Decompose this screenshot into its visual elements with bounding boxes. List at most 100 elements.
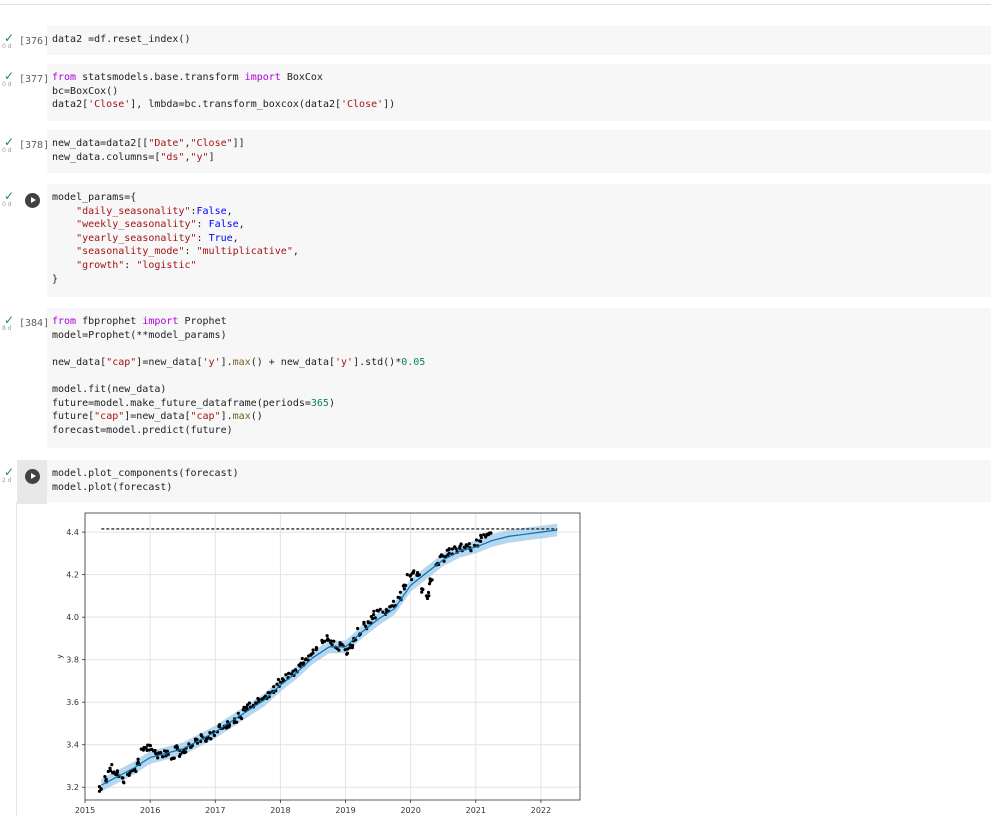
code-line: future=model.make_future_dataframe(perio…: [52, 397, 425, 411]
code-line: model.plot(forecast): [52, 481, 239, 495]
code-token: [52, 233, 76, 244]
code-editor[interactable]: [47, 64, 991, 121]
code-token: False: [208, 219, 239, 231]
code-token: model.fit(new_data): [52, 383, 167, 395]
check-icon: ✓: [4, 31, 15, 45]
code-token: ]=new_data[: [124, 411, 191, 423]
observed-point: [256, 696, 260, 701]
observed-point: [391, 599, 396, 603]
observed-point: [175, 744, 179, 748]
code-token: model=Prophet(**model_params): [52, 329, 227, 341]
code-cell[interactable]: [378] ✓ 0 d new_data=data2[["Date","Close"]…: [0, 130, 991, 173]
observed-point: [426, 590, 431, 595]
observed-point: [442, 559, 446, 563]
code-text[interactable]: data2 =df.reset_index(): [52, 33, 190, 47]
observed-point: [404, 583, 408, 588]
observed-point: [372, 613, 376, 617]
code-cell[interactable]: ✓ 0 d model_params={ "daily_seasonality":F…: [0, 184, 991, 297]
observed-point: [284, 673, 288, 677]
observed-point: [141, 748, 145, 752]
execution-count: [377]: [19, 74, 50, 85]
observed-point: [427, 582, 432, 586]
observed-point: [304, 657, 308, 661]
code-token: ,: [226, 205, 233, 217]
observed-point: [122, 781, 126, 785]
code-line: model.plot_components(forecast): [52, 467, 239, 481]
observed-point: [417, 573, 421, 577]
observed-point: [218, 723, 222, 727]
code-token: }: [52, 273, 59, 285]
observed-point: [402, 587, 406, 591]
code-token: new_data=data2[[: [52, 138, 149, 149]
code-token: BoxCox: [280, 72, 323, 83]
code-token: 0.05: [401, 356, 426, 368]
observed-point: [148, 743, 152, 747]
code-editor[interactable]: [47, 130, 991, 173]
code-token: "seasonality_mode": [76, 246, 185, 258]
y-tick-label: 3.4: [66, 741, 79, 750]
observed-point: [348, 646, 352, 650]
observed-point: [226, 720, 230, 724]
code-cell[interactable]: [384] ✓ 8 d from fbprophet import Prophet mo…: [0, 308, 991, 448]
code-line: "growth": "logistic": [52, 259, 299, 273]
observed-point: [467, 542, 471, 546]
code-token: ].std()*: [353, 356, 402, 368]
observed-point: [236, 711, 240, 715]
observed-point: [472, 543, 477, 547]
code-token: ].: [220, 411, 233, 423]
code-text[interactable]: from fbprophet import Prophet model=Proph…: [52, 315, 425, 437]
cell-gutter: [376] ✓ 0 d: [0, 26, 50, 55]
observed-point: [108, 766, 112, 770]
code-line: bc=BoxCox(): [52, 85, 395, 99]
code-token: model_params={: [52, 192, 137, 203]
y-tick-label: 4.2: [66, 571, 79, 580]
run-cell-button[interactable]: [25, 193, 40, 208]
observed-point: [424, 594, 429, 598]
observed-point: [195, 741, 200, 745]
execution-count: [376]: [19, 36, 50, 47]
y-tick-label: 4.4: [66, 528, 79, 537]
code-text[interactable]: model_params={ "daily_seasonality":False…: [52, 191, 299, 286]
observed-point: [398, 590, 402, 594]
observed-point: [330, 643, 334, 647]
code-line: model=Prophet(**model_params): [52, 329, 425, 343]
y-tick-label: 4.0: [66, 613, 79, 622]
code-token: [52, 206, 76, 217]
code-text[interactable]: new_data=data2[["Date","Close"]] new_data…: [52, 137, 245, 164]
code-cell[interactable]: [376] ✓ 0 d data2 =df.reset_index(): [0, 26, 991, 55]
code-editor[interactable]: [47, 184, 991, 297]
code-token: max: [232, 411, 251, 423]
code-cell[interactable]: ✓ 2 d model.plot_components(forecast) model…: [0, 460, 991, 504]
x-tick-label: 2022: [531, 806, 551, 815]
y-axis-label: y: [58, 654, 64, 659]
code-token: ,: [238, 219, 245, 231]
code-token: ,: [232, 232, 239, 244]
x-tick-label: 2015: [75, 806, 95, 815]
code-token: 365: [310, 397, 329, 409]
code-text[interactable]: model.plot_components(forecast) model.plo…: [52, 467, 239, 494]
check-icon: ✓: [4, 69, 15, 83]
code-token: "Close": [190, 138, 233, 149]
code-editor[interactable]: [47, 308, 991, 448]
code-line: "daily_seasonality":False,: [52, 205, 299, 219]
code-token: data2 =df.reset_index(): [52, 34, 191, 45]
code-text[interactable]: from statsmodels.base.transform import B…: [52, 71, 395, 112]
observed-point: [275, 682, 279, 686]
code-token: 'y': [335, 356, 354, 368]
run-cell-button[interactable]: [25, 469, 40, 484]
observed-point: [106, 769, 110, 774]
code-token: max: [232, 356, 251, 368]
observed-point: [427, 594, 431, 598]
observed-point: [287, 671, 291, 675]
code-editor[interactable]: [47, 460, 991, 502]
observed-point: [157, 751, 161, 755]
code-token: import: [244, 72, 281, 83]
observed-point: [338, 641, 342, 645]
observed-point: [322, 639, 327, 643]
code-token: "yearly_seasonality": [76, 232, 197, 244]
code-line: data2 =df.reset_index(): [52, 33, 190, 47]
code-editor[interactable]: [47, 26, 991, 55]
code-cell[interactable]: [377] ✓ 0 d from statsmodels.base.transform…: [0, 64, 991, 121]
observed-point: [195, 737, 199, 742]
observed-point: [410, 578, 414, 582]
